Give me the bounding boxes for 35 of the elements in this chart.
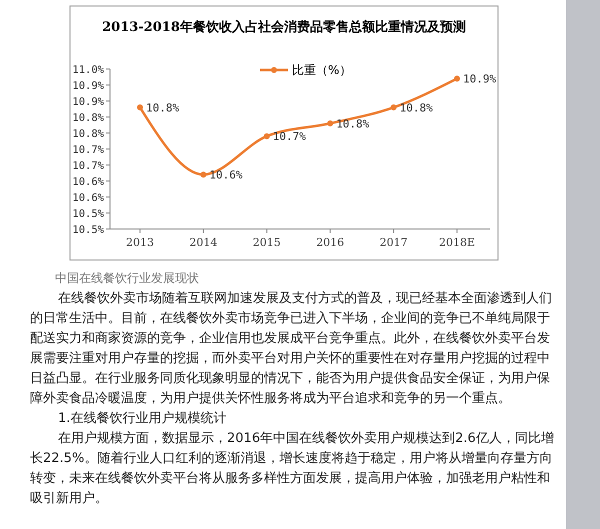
data-label: 10.8% xyxy=(400,101,434,114)
y-tick-label: 10.9% xyxy=(72,80,105,92)
y-tick-label: 10.5% xyxy=(72,224,105,236)
y-tick-label: 10.8% xyxy=(72,128,105,140)
x-tick-label: 2015 xyxy=(252,236,281,249)
text: 中国在线餐饮行业发展现状 xyxy=(55,271,199,285)
point xyxy=(390,104,397,110)
point xyxy=(200,172,206,178)
y-tick-label: 10.8% xyxy=(72,112,105,124)
y-tick-label: 10.5% xyxy=(72,208,105,220)
text: 在用户规模方面，数据显示，2016年中国在线餐饮外卖用户规模达到2.6亿人，同比增长22.5%。随着行业人口红利的逐渐消退，增长速度将趋于稳定，用户将从增量向存量方向转变，未来在线餐饮外卖平台将从服务多样性方面发展，提高用户体验，加强老用户粘性和吸引新用户。 xyxy=(30,430,554,506)
point xyxy=(264,133,270,140)
data-label: 10.8% xyxy=(146,101,180,114)
x-tick-label: 2017 xyxy=(380,236,408,249)
y-tick-label: 11.0% xyxy=(72,64,105,76)
data-label: 10.7% xyxy=(272,130,306,144)
data-label: 10.9% xyxy=(463,72,496,86)
x-tick-label: 2013 xyxy=(126,236,154,249)
chart-title: 2013-2018年餐饮收入占社会消费品零售总额比重情况及预测 xyxy=(102,19,466,35)
y-tick-label: 10.6% xyxy=(72,176,105,188)
x-tick-label: 2016 xyxy=(316,236,344,249)
x-tick-label: 2018E xyxy=(438,236,476,249)
y-tick-label: 10.7% xyxy=(72,160,105,172)
text: 在线餐饮外卖市场随着互联网加速发展及支付方式的普及，现已经基本全面渗透到人们的日常生活中。目前，在线餐饮外卖市场竞争已进入下半场，企业间的竞争已不单纯局限于配送实力和商家资源的竞争，企业信用也发展成平台竞争重点。此外，在线餐饮外卖平台发展需要注重对用户存量的挖掘，而外卖平台对用户关怀的重要性在对存量用户挖掘的过程中日益凸显。在行业服务同质化现象明显的情况下，能否为用户提供食品安全保证，为用户保障外卖食品冷暖温度，为用户提供关怀性服务将成为平台追求和竞争的另一个重点。 xyxy=(30,290,552,406)
point xyxy=(454,76,460,82)
data-label: 10.6% xyxy=(209,168,243,182)
data-label: 10.8% xyxy=(336,117,370,130)
y-tick-label: 10.9% xyxy=(72,96,105,108)
y-tick-label: 10.6% xyxy=(72,192,105,204)
legend-label: 比重（%） xyxy=(292,63,352,77)
point xyxy=(327,120,334,126)
point xyxy=(137,104,143,110)
x-tick-label: 2014 xyxy=(189,236,218,249)
text: 1.在线餐饮行业用户规模统计 xyxy=(58,411,226,426)
y-tick-label: 10.7% xyxy=(72,144,105,156)
